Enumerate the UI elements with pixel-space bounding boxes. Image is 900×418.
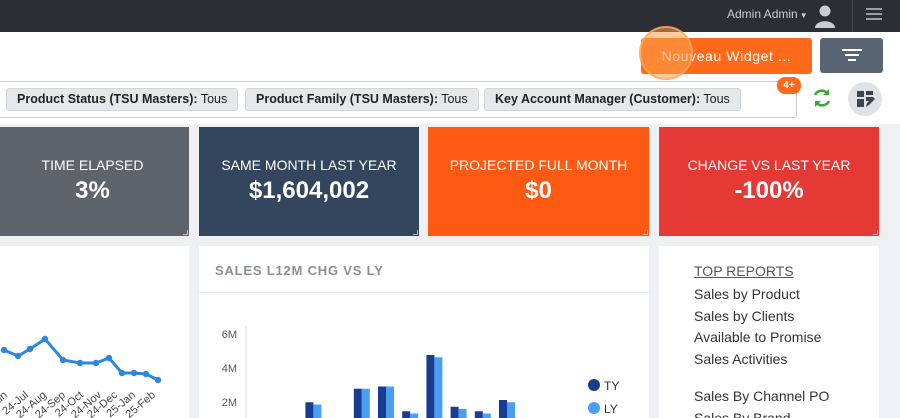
filter-key: Key Account Manager (Customer): bbox=[495, 92, 701, 106]
data-point bbox=[41, 335, 49, 343]
bar-ty bbox=[499, 400, 507, 418]
kpi-label: TIME ELAPSED bbox=[41, 157, 144, 173]
trend-line-chart: Jun24-Jul24-Aug24-Sep24-Oct24-Nov24-Dec2… bbox=[0, 335, 162, 418]
legend-marker-ly bbox=[588, 402, 600, 414]
user-avatar-icon[interactable] bbox=[814, 4, 836, 28]
kpi-label: SAME MONTH LAST YEAR bbox=[221, 157, 397, 173]
legend-label: LY bbox=[604, 402, 618, 416]
bar-ty bbox=[378, 386, 386, 418]
dashboard-edit-icon bbox=[857, 91, 875, 107]
report-link[interactable]: Sales Activities bbox=[694, 350, 788, 367]
filter-key: Product Status (TSU Masters): bbox=[17, 92, 198, 106]
report-link[interactable]: Sales By Brand bbox=[694, 409, 791, 418]
kpi-card-change-vs-last-year: CHANGE VS LAST YEAR -100% bbox=[659, 127, 879, 236]
user-menu[interactable]: Admin Admin ▼ bbox=[727, 7, 808, 21]
filter-count-badge: 4+ bbox=[777, 77, 801, 94]
report-link[interactable]: Sales by Clients bbox=[694, 307, 795, 324]
filter-value: Tous bbox=[703, 92, 730, 106]
y-tick-label: 6M bbox=[222, 329, 237, 341]
data-point bbox=[142, 370, 150, 378]
refresh-icon[interactable] bbox=[810, 86, 834, 110]
filter-value: Tous bbox=[200, 92, 228, 106]
sales-bar-chart: 6M 4M 2M TY LY bbox=[222, 326, 619, 418]
legend-marker-ty bbox=[588, 379, 600, 391]
kpi-card-same-month-last-year: SAME MONTH LAST YEAR $1,604,002 bbox=[199, 127, 419, 236]
data-point bbox=[0, 346, 8, 354]
data-point bbox=[130, 369, 138, 377]
list-spacer bbox=[694, 370, 884, 386]
data-point bbox=[59, 356, 67, 364]
data-point bbox=[76, 359, 84, 367]
data-point bbox=[118, 369, 126, 377]
kpi-label: CHANGE VS LAST YEAR bbox=[687, 157, 851, 173]
y-tick-label: 2M bbox=[222, 397, 237, 409]
bar-ly bbox=[482, 413, 491, 418]
panel-divider bbox=[199, 292, 649, 293]
bar-ly bbox=[507, 402, 515, 418]
click-indicator bbox=[639, 26, 693, 80]
topbar-divider bbox=[852, 0, 853, 32]
bar-ly bbox=[386, 386, 394, 418]
kpi-card-time-elapsed: TIME ELAPSED 3% bbox=[0, 127, 189, 236]
x-tick-label: Jun bbox=[0, 389, 10, 410]
filter-chip-key-account-manager[interactable]: Key Account Manager (Customer): Tous bbox=[484, 88, 741, 111]
hamburger-menu-icon[interactable] bbox=[866, 8, 882, 22]
data-point bbox=[105, 354, 113, 362]
data-point bbox=[14, 352, 22, 360]
bar-ly bbox=[434, 357, 443, 418]
kpi-value: -100% bbox=[734, 177, 804, 204]
bar-ly bbox=[458, 409, 467, 418]
resize-handle[interactable] bbox=[183, 230, 188, 235]
resize-handle[interactable] bbox=[643, 230, 648, 235]
trend-chart-panel: Jun 24-Jul 24-Aug 24-Sep 24-Oct 24-Nov 24-Dec 2… bbox=[0, 246, 189, 418]
resize-handle[interactable] bbox=[413, 230, 418, 235]
bar-ty bbox=[426, 355, 435, 418]
filter-value: Tous bbox=[441, 92, 468, 106]
layout-edit-button[interactable] bbox=[848, 82, 882, 116]
data-point bbox=[92, 359, 100, 367]
sales-chart-panel: SALES L12M CHG VS LY 6M 4M 2M TY LY bbox=[199, 246, 649, 418]
bar-ty bbox=[474, 411, 483, 418]
resize-handle[interactable] bbox=[873, 230, 878, 235]
user-name: Admin Admin bbox=[727, 7, 798, 21]
y-tick-label: 4M bbox=[222, 363, 237, 375]
bar-ly bbox=[313, 404, 322, 418]
report-link[interactable]: Sales by Product bbox=[694, 286, 800, 302]
filter-key: Product Family (TSU Masters): bbox=[256, 92, 438, 106]
top-reports-panel bbox=[659, 246, 879, 418]
legend-label: TY bbox=[604, 379, 619, 393]
data-point bbox=[154, 376, 162, 384]
kpi-card-projected-full-month: PROJECTED FULL MONTH $0 bbox=[428, 127, 649, 236]
kpi-label: PROJECTED FULL MONTH bbox=[449, 157, 628, 173]
bar-ly bbox=[361, 388, 370, 418]
filter-chip-product-status[interactable]: Product Status (TSU Masters): Tous bbox=[6, 88, 239, 111]
reports-heading[interactable]: TOP REPORTS bbox=[694, 263, 794, 279]
filter-chip-product-family[interactable]: Product Family (TSU Masters): Tous bbox=[245, 88, 479, 111]
top-navbar: Admin Admin ▼ bbox=[0, 0, 900, 32]
caret-down-icon: ▼ bbox=[799, 11, 808, 20]
bar-ty bbox=[353, 388, 362, 418]
kpi-value: 3% bbox=[75, 177, 110, 204]
top-reports-list: TOP REPORTS Sales by Product Sales by Cl… bbox=[694, 263, 884, 418]
bar-ty bbox=[305, 402, 314, 418]
data-point bbox=[26, 345, 34, 353]
report-link[interactable]: Available to Promise bbox=[694, 329, 822, 345]
report-link[interactable]: Sales By Channel PO bbox=[694, 388, 830, 404]
kpi-value: $0 bbox=[525, 177, 552, 204]
bar-ty bbox=[450, 406, 459, 418]
bar-ty bbox=[402, 411, 411, 418]
kpi-value: $1,604,002 bbox=[248, 177, 370, 204]
bar-ly bbox=[410, 413, 419, 418]
filter-button[interactable] bbox=[820, 38, 883, 73]
panel-title: SALES L12M CHG VS LY bbox=[215, 263, 384, 278]
